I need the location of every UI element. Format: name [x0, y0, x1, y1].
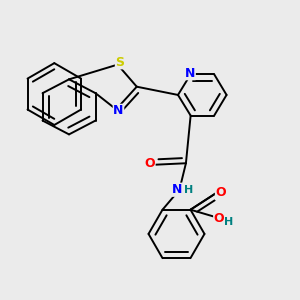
Text: N: N — [185, 67, 195, 80]
Text: H: H — [184, 185, 194, 195]
Text: O: O — [215, 186, 226, 200]
Text: S: S — [116, 56, 124, 69]
Text: H: H — [224, 218, 234, 227]
Text: N: N — [172, 183, 182, 196]
Text: N: N — [113, 104, 124, 117]
Text: O: O — [214, 212, 224, 225]
Text: O: O — [144, 157, 155, 170]
